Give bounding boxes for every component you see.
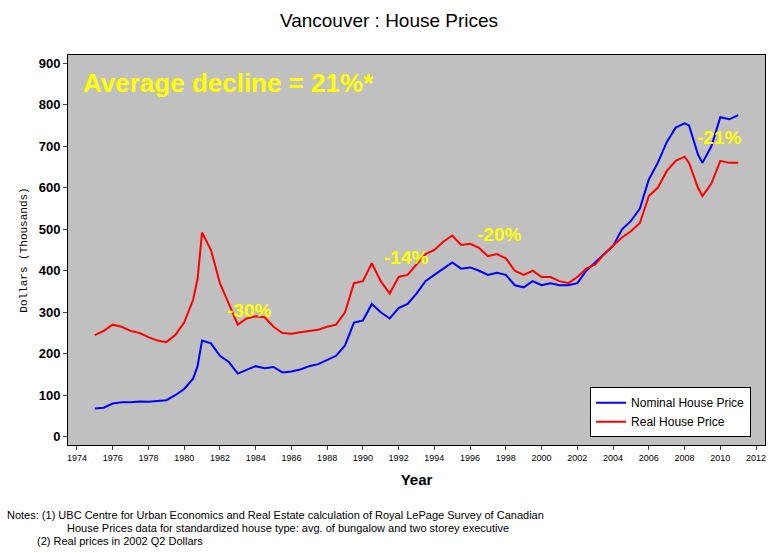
svg-text:100: 100 (39, 388, 61, 403)
svg-text:1982: 1982 (210, 453, 230, 463)
svg-text:2010: 2010 (710, 453, 730, 463)
svg-text:400: 400 (39, 263, 61, 278)
svg-text:1996: 1996 (460, 453, 480, 463)
svg-text:1988: 1988 (317, 453, 337, 463)
svg-text:(2) Real prices in 2002 Q2 Dol: (2) Real prices in 2002 Q2 Dollars (37, 535, 203, 547)
svg-text:1980: 1980 (174, 453, 194, 463)
svg-text:1978: 1978 (138, 453, 158, 463)
svg-text:1998: 1998 (496, 453, 516, 463)
svg-text:200: 200 (39, 346, 61, 361)
svg-text:Average decline = 21%*: Average decline = 21%* (83, 68, 374, 98)
svg-text:Notes: (1) UBC Centre for Urba: Notes: (1) UBC Centre for Urban Economic… (7, 509, 544, 521)
svg-text:700: 700 (39, 139, 61, 154)
svg-text:-20%: -20% (477, 224, 521, 245)
svg-text:Real House Price: Real House Price (631, 415, 725, 429)
svg-text:800: 800 (39, 97, 61, 112)
svg-text:2004: 2004 (603, 453, 623, 463)
svg-text:House Prices data for standard: House Prices data for standardized house… (67, 522, 509, 534)
svg-text:1984: 1984 (246, 453, 266, 463)
svg-text:900: 900 (39, 56, 61, 71)
svg-text:Year: Year (401, 471, 433, 488)
svg-text:0: 0 (53, 429, 60, 444)
svg-text:1994: 1994 (424, 453, 444, 463)
svg-text:2006: 2006 (639, 453, 659, 463)
svg-text:Nominal House Price: Nominal House Price (631, 396, 744, 410)
svg-text:-14%: -14% (384, 247, 428, 268)
svg-text:1992: 1992 (389, 453, 409, 463)
svg-text:2000: 2000 (532, 453, 552, 463)
svg-text:Dollars (Thousands): Dollars (Thousands) (18, 187, 30, 312)
svg-text:2002: 2002 (567, 453, 587, 463)
svg-text:Vancouver : House Prices: Vancouver : House Prices (280, 10, 498, 31)
svg-text:600: 600 (39, 180, 61, 195)
svg-text:2012: 2012 (746, 453, 766, 463)
svg-text:-21%: -21% (697, 127, 741, 148)
svg-text:1990: 1990 (353, 453, 373, 463)
svg-text:1974: 1974 (67, 453, 87, 463)
svg-text:300: 300 (39, 305, 61, 320)
svg-text:1976: 1976 (103, 453, 123, 463)
svg-text:-30%: -30% (227, 300, 271, 321)
svg-text:2008: 2008 (675, 453, 695, 463)
svg-text:1986: 1986 (281, 453, 301, 463)
svg-text:500: 500 (39, 222, 61, 237)
